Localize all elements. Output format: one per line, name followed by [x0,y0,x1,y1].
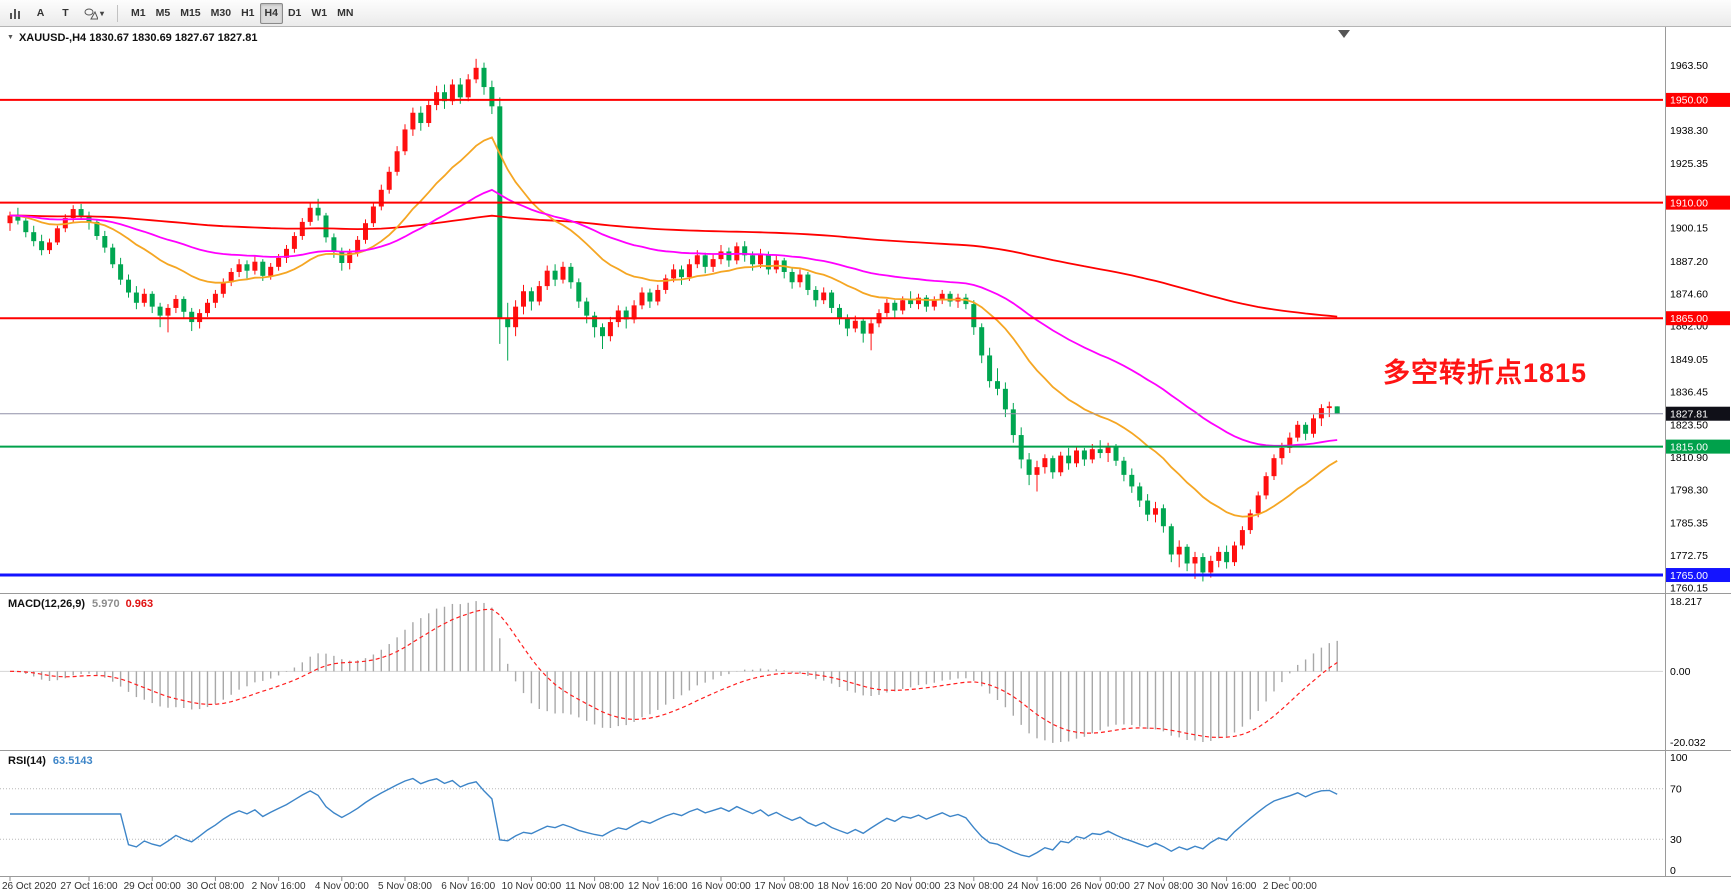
timeframe-button-m30[interactable]: M30 [206,3,236,24]
rsi-value: 63.5143 [52,755,93,767]
one-click-trading-arrow-icon[interactable]: ▼ [7,34,14,41]
svg-text:0: 0 [1670,865,1676,877]
svg-text:1865.00: 1865.00 [1670,313,1708,325]
toolbar-separator [117,4,119,22]
timeframe-button-h1[interactable]: H1 [236,3,259,24]
shapes-dropdown-button[interactable]: ▾ [79,3,109,24]
svg-text:1760.15: 1760.15 [1670,582,1708,594]
timeframe-button-w1[interactable]: W1 [306,3,332,24]
chevron-down-icon: ▾ [100,8,105,18]
moving-average-55 [9,188,1338,447]
text-tool-button[interactable]: T [54,3,77,24]
bar-chart-mode-icon[interactable] [4,3,27,24]
svg-text:6 Nov 16:00: 6 Nov 16:00 [441,881,495,892]
svg-text:23 Nov 08:00: 23 Nov 08:00 [944,881,1004,892]
moving-average-21 [9,136,1338,518]
svg-text:100: 100 [1670,752,1688,764]
svg-text:1910.00: 1910.00 [1670,197,1708,209]
svg-text:1798.30: 1798.30 [1670,484,1708,496]
chart-title: ▼ XAUUSD-,H4 1830.67 1830.69 1827.67 1827… [7,32,257,44]
timeframe-button-m15[interactable]: M15 [175,3,205,24]
svg-text:24 Nov 16:00: 24 Nov 16:00 [1007,881,1067,892]
timeframe-button-m1[interactable]: M1 [126,3,151,24]
svg-text:10 Nov 00:00: 10 Nov 00:00 [502,881,562,892]
macd-histogram [17,601,1338,743]
macd-signal-line [9,608,1338,739]
macd-main-value: 5.970 [92,598,120,610]
svg-text:1823.50: 1823.50 [1670,420,1708,432]
price-axis[interactable]: 1963.50 1938.30 1925.35 1900.15 1887.20 1874.… [1670,60,1708,877]
svg-text:11 Nov 08:00: 11 Nov 08:00 [565,881,624,892]
svg-text:1810.90: 1810.90 [1670,452,1708,464]
svg-text:16 Nov 00:00: 16 Nov 00:00 [691,881,751,892]
timeframe-button-mn[interactable]: MN [332,3,358,24]
time-axis[interactable]: 26 Oct 2020 27 Oct 16:00 29 Oct 00:00 30 Oc… [2,877,1317,892]
svg-text:27 Nov 08:00: 27 Nov 08:00 [1134,881,1194,892]
svg-text:1887.20: 1887.20 [1670,256,1708,268]
svg-text:5 Nov 08:00: 5 Nov 08:00 [378,881,432,892]
svg-text:1874.60: 1874.60 [1670,288,1708,300]
svg-text:4 Nov 00:00: 4 Nov 00:00 [315,881,369,892]
candlestick-series [7,58,1340,582]
svg-text:17 Nov 08:00: 17 Nov 08:00 [754,881,814,892]
timeframe-button-h4[interactable]: H4 [259,2,283,24]
svg-text:30 Oct 08:00: 30 Oct 08:00 [187,881,245,892]
macd-signal-value: 0.963 [125,598,154,610]
bar-chart-icon [9,7,22,20]
svg-text:70: 70 [1670,784,1682,796]
svg-text:29 Oct 00:00: 29 Oct 00:00 [124,881,182,892]
timeframe-group: M1 M5 M15 M30 H1 H4 D1 W1 MN [126,2,358,24]
shapes-icon [84,7,98,20]
svg-text:1765.00: 1765.00 [1670,570,1708,582]
svg-text:1836.45: 1836.45 [1670,386,1708,398]
svg-text:1963.50: 1963.50 [1670,60,1708,72]
rsi-indicator-label: RSI(14) 63.5143 [8,755,93,767]
svg-text:1785.35: 1785.35 [1670,518,1708,530]
text-label-tool-button[interactable]: A [29,3,52,24]
svg-text:2 Dec 00:00: 2 Dec 00:00 [1263,881,1317,892]
price-badge-1865.00: 1865.00 [1666,311,1730,326]
svg-text:26 Nov 00:00: 26 Nov 00:00 [1070,881,1130,892]
price-badge-1765.00: 1765.00 [1666,568,1730,583]
macd-label-text: MACD(12,26,9) [8,598,86,610]
price-badge-1827.81: 1827.81 [1666,406,1730,421]
timeframe-button-m5[interactable]: M5 [151,3,176,24]
svg-text:30 Nov 16:00: 30 Nov 16:00 [1197,881,1257,892]
svg-text:1815.00: 1815.00 [1670,441,1708,453]
timeframe-button-d1[interactable]: D1 [283,3,306,24]
svg-text:1900.15: 1900.15 [1670,223,1708,235]
moving-average-250 [10,214,1338,318]
chart-shift-marker-icon[interactable] [1338,30,1350,38]
price-badge-1950.00: 1950.00 [1666,92,1730,107]
svg-text:1827.81: 1827.81 [1670,409,1708,421]
svg-text:20 Nov 00:00: 20 Nov 00:00 [881,881,941,892]
svg-text:1925.35: 1925.35 [1670,158,1708,170]
price-badge-1815.00: 1815.00 [1666,439,1730,454]
svg-text:0.00: 0.00 [1670,666,1691,678]
svg-text:18 Nov 16:00: 18 Nov 16:00 [818,881,878,892]
chart-annotation-text[interactable]: 多空转折点1815 [1383,358,1588,388]
svg-text:1772.75: 1772.75 [1670,550,1708,562]
svg-text:12 Nov 16:00: 12 Nov 16:00 [628,881,688,892]
svg-text:26 Oct 2020: 26 Oct 2020 [2,881,57,892]
svg-text:-20.032: -20.032 [1670,737,1706,749]
svg-text:27 Oct 16:00: 27 Oct 16:00 [60,881,118,892]
svg-text:1849.05: 1849.05 [1670,354,1708,366]
symbol-ohlc-title: XAUUSD-,H4 1830.67 1830.69 1827.67 1827.… [18,32,258,44]
svg-text:30: 30 [1670,834,1682,846]
rsi-label-text: RSI(14) [8,755,46,767]
svg-text:1950.00: 1950.00 [1670,95,1708,107]
rsi-line [10,777,1338,858]
svg-text:18.217: 18.217 [1670,596,1702,608]
macd-indicator-label: MACD(12,26,9) 5.970 0.963 [8,598,153,610]
toolbar: A T ▾ M1 M5 M15 M30 H1 H4 D1 W1 MN [0,0,1731,27]
price-badge-1910.00: 1910.00 [1666,195,1730,210]
svg-text:2 Nov 16:00: 2 Nov 16:00 [252,881,306,892]
svg-text:1938.30: 1938.30 [1670,125,1708,137]
